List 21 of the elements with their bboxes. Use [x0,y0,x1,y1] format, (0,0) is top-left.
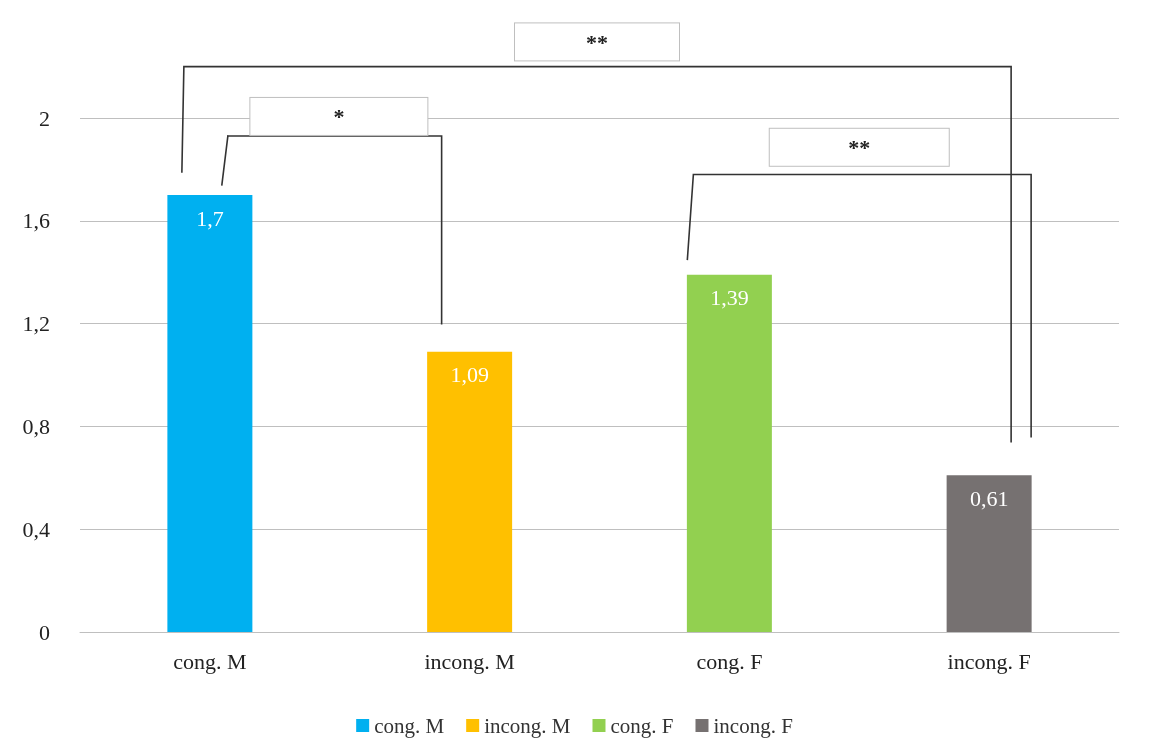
annotation: * [333,104,345,130]
text: ** [586,29,608,55]
legend-label: incong. M [484,713,571,738]
y-tick-label: 2 [39,105,50,131]
annotation: ** [848,135,871,161]
x-tick-label: incong. F [947,648,1031,674]
data-label: 1,09 [450,362,489,388]
x-tick-label: cong. M [173,648,247,674]
x-tick-label: cong. F [696,648,763,674]
legend-label: cong. F [610,713,674,738]
data-label: 0,61 [969,485,1009,511]
data-label: 1,7 [196,205,224,231]
data-label: 1,39 [710,285,749,311]
y-tick-label: 0,8 [22,413,50,439]
y-tick-label: 1,2 [22,311,50,337]
y-tick-label: 1,6 [22,208,50,234]
x-tick-label: incong. M [424,648,515,674]
legend-label: cong. M [374,713,445,738]
y-tick-label: 0 [39,619,50,645]
legend-label: incong. F [713,713,793,738]
y-tick-label: 0,4 [22,516,50,542]
